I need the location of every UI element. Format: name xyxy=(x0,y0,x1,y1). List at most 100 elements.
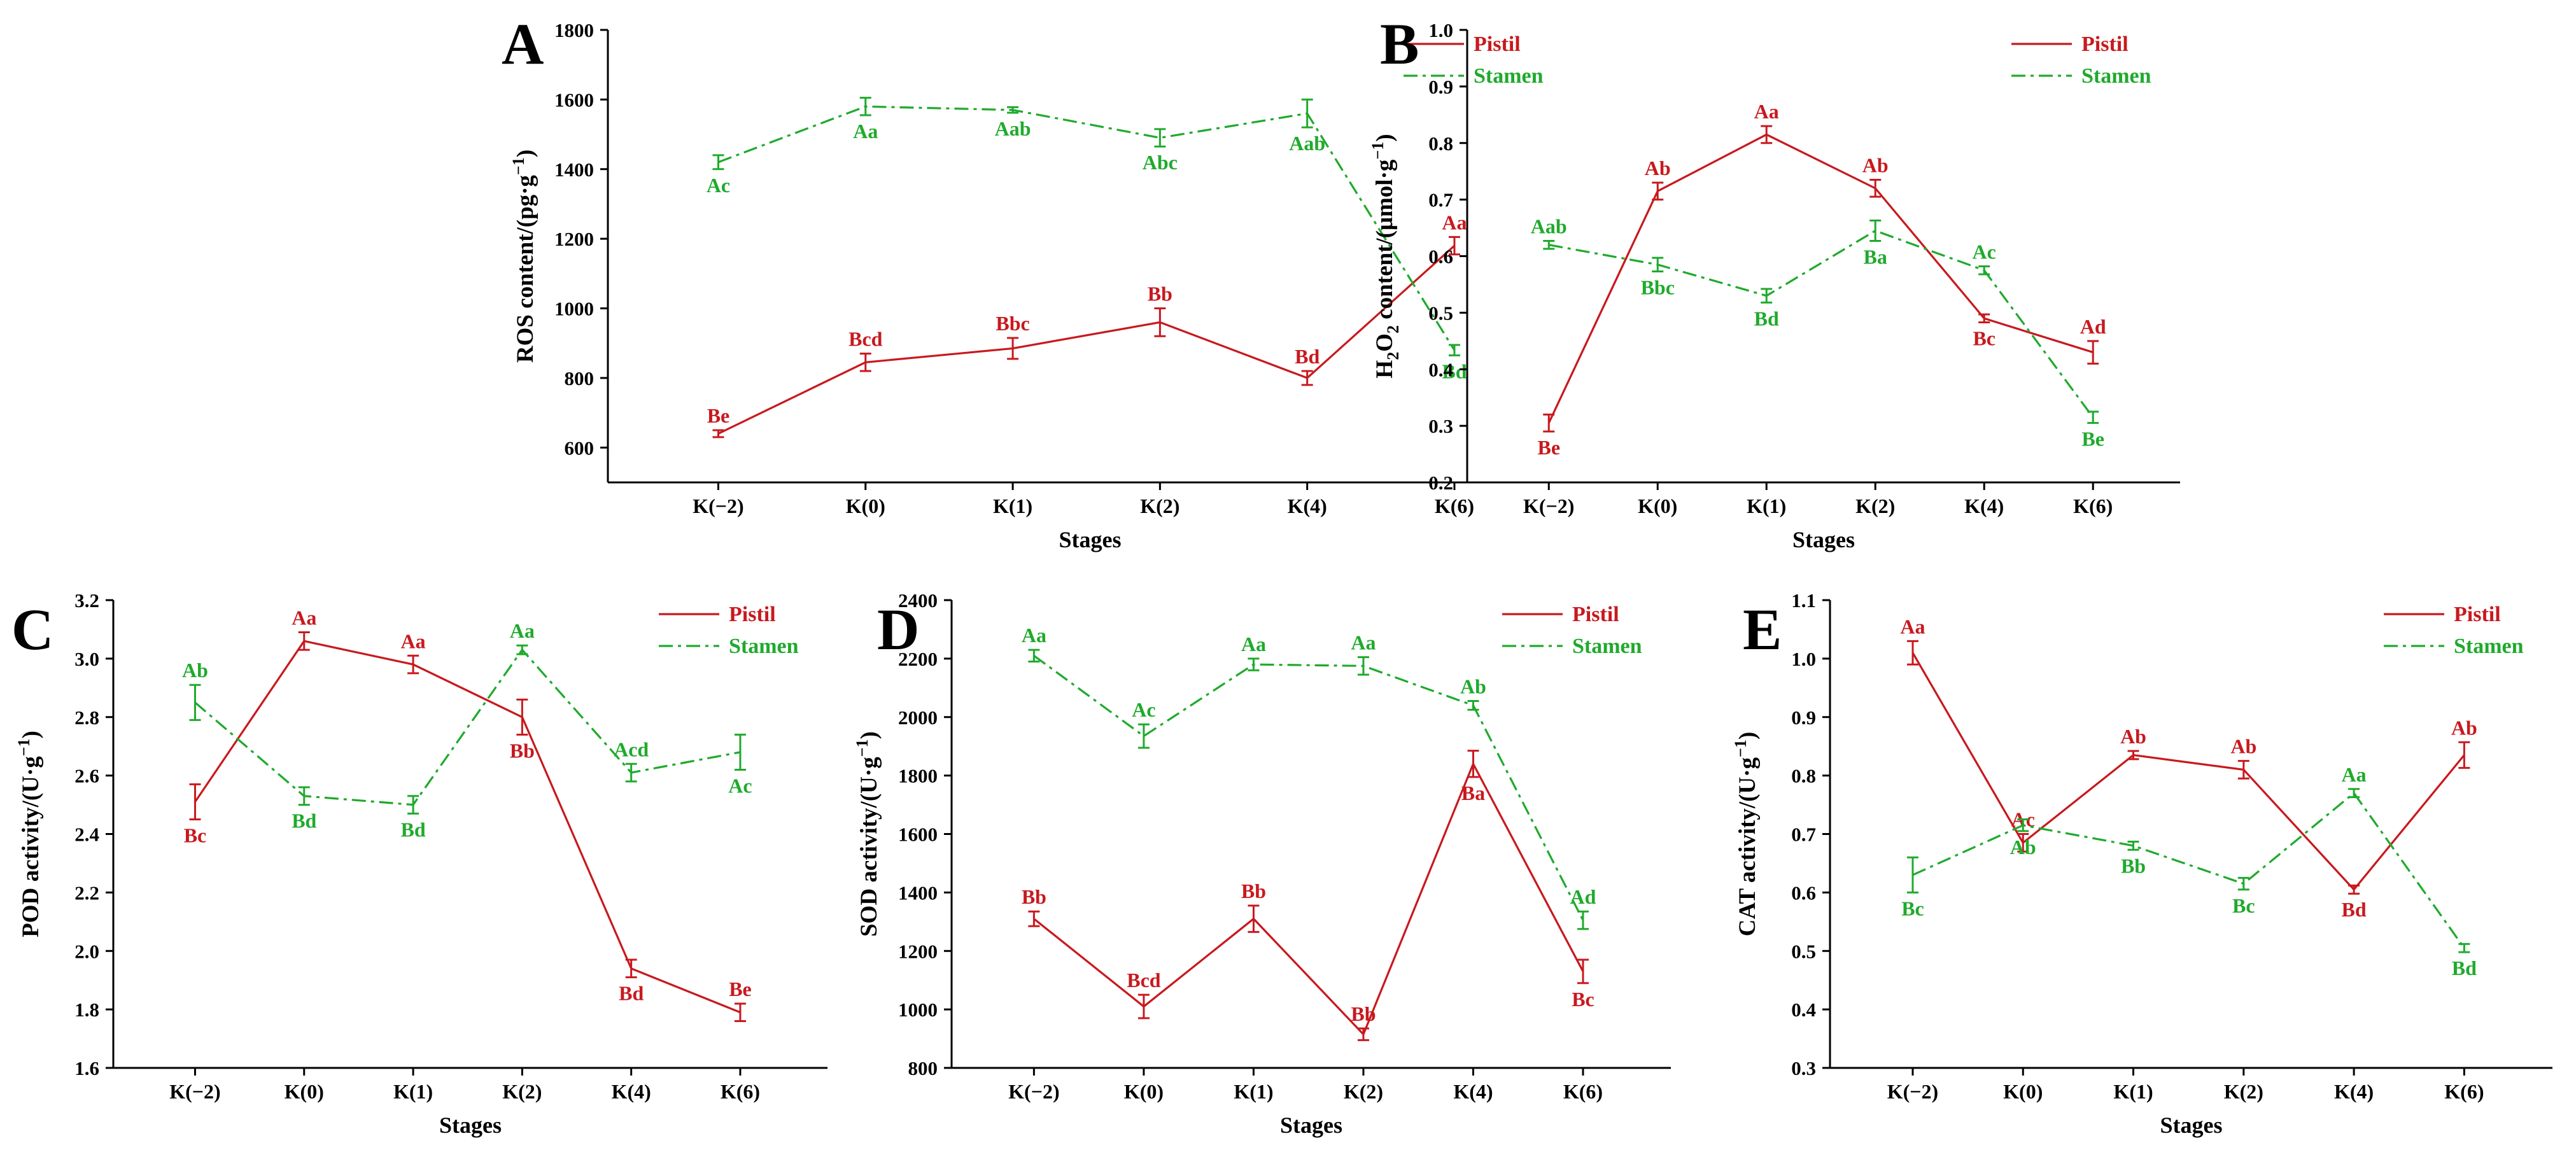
y-tick-label: 1400 xyxy=(898,881,938,904)
error-bar xyxy=(625,762,637,783)
x-tick-label: K(1) xyxy=(393,1080,433,1103)
y-tick-label: 1.0 xyxy=(1428,19,1453,41)
panel-letter: C xyxy=(11,597,53,662)
legend-label: Stamen xyxy=(1474,64,1544,88)
error-bar xyxy=(2127,750,2139,761)
series-line-pistil xyxy=(717,244,1456,435)
panel-letter: E xyxy=(1743,597,1782,662)
data-label: Acd xyxy=(614,738,649,761)
x-axis-title: Stages xyxy=(439,1112,502,1138)
data-label: Aab xyxy=(1531,215,1567,238)
y-tick-label: 1200 xyxy=(898,940,938,962)
y-tick-label: 3.0 xyxy=(74,648,99,670)
error-bar xyxy=(407,795,419,815)
legend-label: Stamen xyxy=(1572,635,1642,658)
error-bar xyxy=(1577,958,1589,985)
legend-item-pistil: Pistil xyxy=(1502,603,1619,626)
panel-letter: D xyxy=(877,597,919,662)
error-bar xyxy=(2127,840,2139,851)
error-bar xyxy=(516,698,528,736)
series-line-stamen xyxy=(1912,791,2465,949)
error-bar xyxy=(1978,313,1990,323)
x-tick-label: K(2) xyxy=(2224,1080,2263,1103)
error-bar xyxy=(1652,256,1664,272)
series-line-pistil xyxy=(1033,761,1584,1037)
legend-item-stamen: Stamen xyxy=(659,635,799,658)
legend-label: Stamen xyxy=(2081,64,2151,88)
data-label: Bb xyxy=(1241,880,1266,902)
error-bar xyxy=(1543,413,1555,433)
y-tick-label: 1600 xyxy=(898,824,938,846)
y-tick-label: 600 xyxy=(565,437,595,459)
data-label: Ab xyxy=(1645,157,1671,179)
data-label: Ab xyxy=(2120,725,2146,748)
data-label: Ac xyxy=(728,774,752,797)
data-label: Ab xyxy=(2010,836,2036,859)
data-label: Ab xyxy=(1460,675,1486,698)
error-bar xyxy=(1906,856,1918,894)
data-label: Bd xyxy=(1442,360,1467,382)
y-axis-title: CAT activity/(U·g−1) xyxy=(1731,732,1761,936)
error-bar xyxy=(734,1002,746,1022)
y-tick-label: 2.8 xyxy=(74,706,99,729)
y-tick-label: 0.7 xyxy=(1428,189,1453,211)
error-bar xyxy=(189,684,201,721)
y-tick-label: 1600 xyxy=(554,88,594,111)
error-bar xyxy=(1248,904,1260,933)
y-tick-label: 800 xyxy=(565,367,595,389)
data-label: Aa xyxy=(1442,211,1467,234)
data-label: Bd xyxy=(1754,307,1779,330)
y-tick-label: 0.5 xyxy=(1791,940,1816,962)
x-tick-label: K(−2) xyxy=(169,1080,220,1103)
panel-letter: A xyxy=(502,11,544,76)
data-label: Bb xyxy=(1351,1002,1376,1025)
x-tick-label: K(0) xyxy=(2003,1080,2043,1103)
x-tick-label: K(6) xyxy=(2444,1080,2484,1103)
error-bar xyxy=(1357,656,1369,676)
error-bar xyxy=(1448,344,1460,356)
data-label: Aa xyxy=(1022,624,1046,647)
y-tick-label: 1.8 xyxy=(74,999,99,1021)
y-tick-label: 1400 xyxy=(554,158,594,181)
series-line-pistil xyxy=(194,640,741,1014)
x-tick-label: K(6) xyxy=(1435,494,1474,517)
error-bar xyxy=(1301,98,1313,129)
data-label: Bd xyxy=(1295,345,1320,368)
y-tick-label: 1800 xyxy=(554,19,594,41)
error-bar xyxy=(1577,910,1589,930)
error-bar xyxy=(2017,833,2029,853)
error-bar xyxy=(859,97,871,116)
data-label: Bc xyxy=(1572,988,1594,1011)
data-label: Bbc xyxy=(1641,276,1675,298)
data-label: Ab xyxy=(2230,735,2256,758)
x-tick-label: K(6) xyxy=(2073,494,2113,517)
y-tick-label: 2000 xyxy=(898,706,938,729)
legend-label: Pistil xyxy=(1572,603,1619,626)
error-bar xyxy=(1906,640,1918,666)
x-tick-label: K(0) xyxy=(846,494,885,517)
series-line-stamen xyxy=(194,648,741,806)
data-label: Aa xyxy=(1241,633,1266,656)
x-tick-label: K(0) xyxy=(1638,494,1677,517)
error-bar xyxy=(2017,818,2029,832)
data-label: Bb xyxy=(1148,283,1172,305)
data-label: Bc xyxy=(184,824,207,847)
error-bar xyxy=(1028,649,1040,663)
data-label: Bd xyxy=(2452,957,2477,979)
y-tick-label: 1000 xyxy=(554,298,594,320)
x-tick-label: K(2) xyxy=(502,1080,542,1103)
series-line-pistil xyxy=(1547,133,2094,424)
error-bar xyxy=(625,958,637,979)
data-label: Bd xyxy=(2342,898,2367,921)
error-bar xyxy=(1301,370,1313,386)
error-bar xyxy=(1761,288,1773,304)
data-label: Ba xyxy=(1864,246,1887,269)
x-tick-label: K(−2) xyxy=(693,494,743,517)
data-label: Bc xyxy=(1901,897,1924,920)
error-bar xyxy=(1761,125,1773,144)
error-bar xyxy=(1543,240,1555,250)
error-bar xyxy=(712,429,724,438)
x-tick-label: K(−2) xyxy=(1008,1080,1059,1103)
legend-item-pistil: Pistil xyxy=(2011,32,2129,56)
x-tick-label: K(1) xyxy=(1234,1080,1273,1103)
